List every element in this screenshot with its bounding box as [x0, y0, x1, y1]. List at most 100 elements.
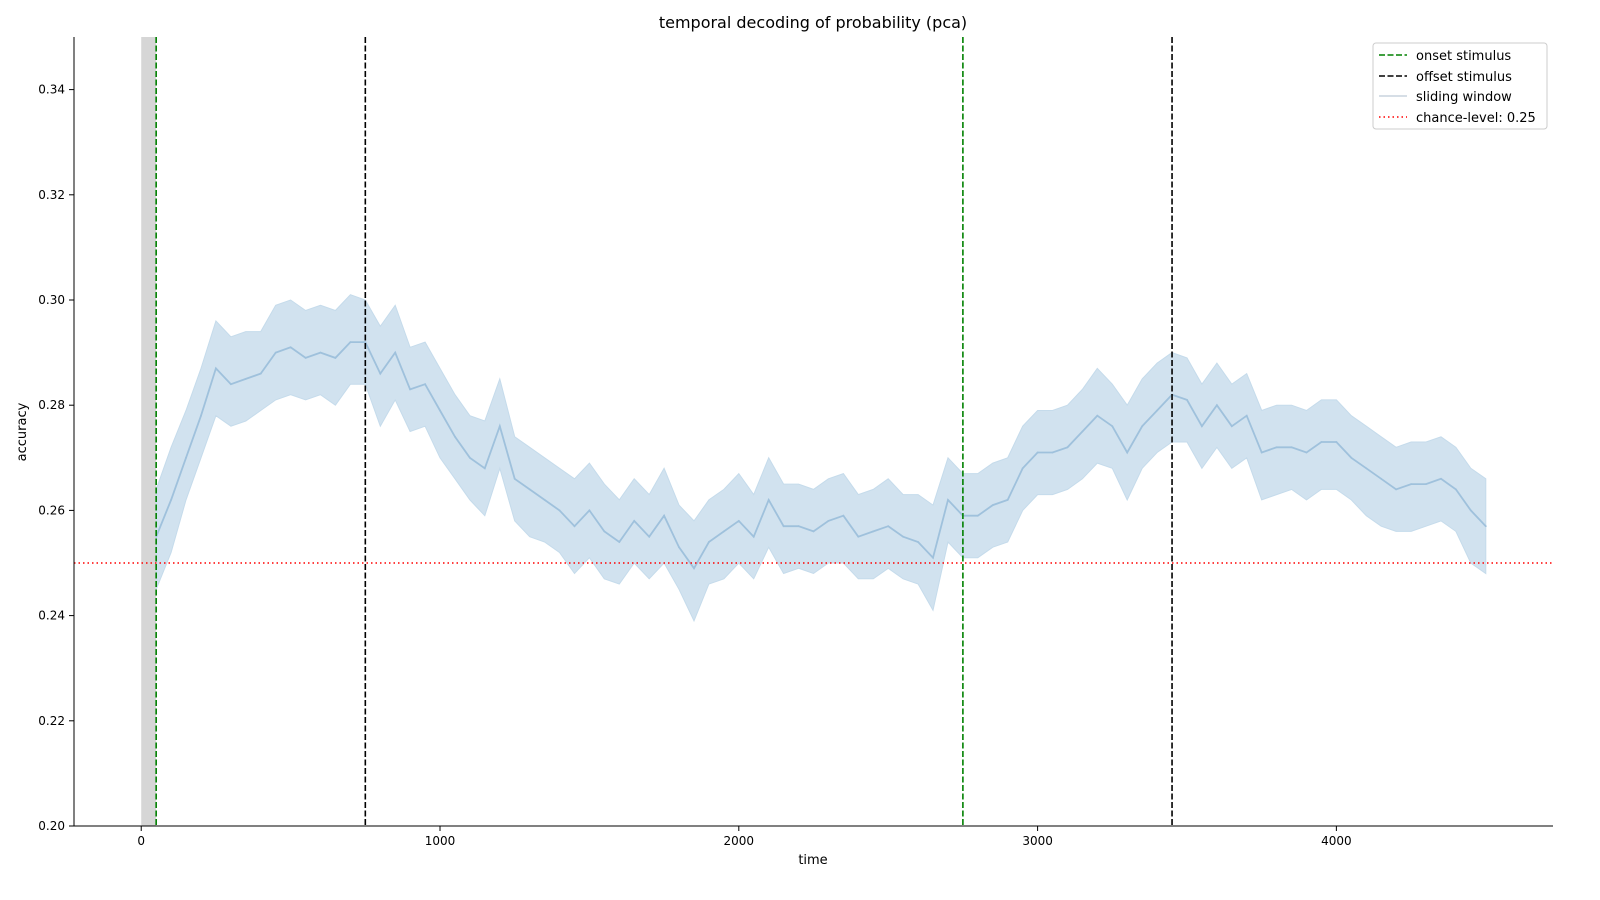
series-point	[528, 488, 531, 491]
series-point	[334, 357, 337, 359]
series-point	[1335, 441, 1338, 443]
series-point	[1186, 399, 1188, 401]
series-point	[259, 372, 262, 375]
series-point	[1141, 425, 1144, 428]
x-axis-ticks: 0 1000 2000 3000 4000	[137, 826, 1352, 848]
series-point	[947, 499, 949, 501]
series-point	[1484, 525, 1487, 528]
series-point	[1260, 451, 1263, 454]
y-tick-label: 0.24	[38, 609, 65, 623]
legend: onset stimulus offset stimulus sliding w…	[1372, 42, 1548, 130]
series-point	[588, 509, 591, 512]
series-point	[244, 378, 247, 380]
series-point	[513, 477, 516, 480]
series-point	[469, 456, 471, 459]
series-point	[842, 514, 845, 517]
series-point	[767, 499, 770, 501]
series-point	[1201, 425, 1203, 428]
legend-box	[1372, 42, 1548, 130]
series-point	[439, 409, 441, 412]
series-point	[872, 530, 875, 533]
series-point	[708, 541, 710, 543]
series-point	[409, 388, 411, 391]
series-point	[812, 530, 815, 533]
series-point	[723, 530, 725, 533]
series-point	[1425, 483, 1427, 485]
series-point	[155, 535, 158, 538]
series-point	[1111, 425, 1114, 428]
series-point	[1440, 477, 1442, 480]
series-point	[379, 372, 382, 375]
series-point	[976, 514, 979, 517]
series-point	[1081, 430, 1084, 433]
y-tick-label: 0.34	[38, 83, 65, 97]
x-tick-label: 1000	[425, 834, 456, 848]
series-point	[797, 525, 800, 528]
series-point	[349, 341, 352, 343]
series-point	[827, 520, 830, 522]
confidence-band-0	[155, 294, 1487, 623]
series-point	[1365, 467, 1368, 470]
x-tick-label: 4000	[1321, 834, 1352, 848]
series-point	[857, 535, 860, 538]
series-point	[319, 351, 322, 354]
series-point	[648, 535, 651, 538]
series-point	[185, 456, 187, 459]
series-point	[1021, 467, 1024, 470]
series-point	[991, 504, 994, 506]
series-point	[1230, 425, 1233, 428]
series-point	[1126, 451, 1129, 454]
series-point	[1216, 404, 1218, 407]
series-point	[1245, 414, 1248, 417]
series-point	[1410, 483, 1412, 485]
series-point	[603, 530, 606, 533]
baseline-window	[141, 37, 157, 826]
x-tick-label: 3000	[1022, 834, 1053, 848]
y-axis-ticks: 0.20 0.22 0.24 0.26 0.28 0.30 0.32 0.34	[38, 83, 74, 833]
series-point	[1290, 446, 1293, 449]
series-point	[200, 414, 202, 417]
y-tick-label: 0.22	[38, 714, 65, 728]
series-point	[230, 383, 232, 386]
legend-label-onset: onset stimulus	[1416, 49, 1511, 64]
series-point	[887, 525, 890, 528]
series-point	[902, 535, 904, 538]
series-point	[1469, 509, 1472, 512]
series-point	[1305, 451, 1308, 454]
series-point	[1350, 456, 1353, 459]
series-point	[424, 383, 426, 386]
series-point	[618, 541, 621, 543]
series-point	[1320, 441, 1323, 443]
legend-label-sliding-window: sliding window	[1416, 90, 1512, 105]
series-point	[1156, 409, 1158, 412]
series-point	[932, 556, 934, 559]
y-tick-label: 0.28	[38, 398, 65, 412]
chart-title: temporal decoding of probability (pca)	[659, 13, 967, 32]
series-point	[633, 520, 636, 522]
series-point	[1455, 488, 1457, 491]
legend-label-offset: offset stimulus	[1416, 70, 1512, 85]
series-point	[663, 514, 665, 517]
x-axis-label: time	[798, 853, 827, 868]
series-point	[1066, 446, 1069, 449]
series-point	[454, 435, 456, 438]
series-point	[678, 546, 680, 549]
y-tick-label: 0.20	[38, 819, 65, 833]
y-axis-label: accuracy	[15, 402, 30, 461]
series-point	[304, 357, 307, 359]
series-line-0	[155, 341, 1487, 570]
series-point	[1275, 446, 1278, 449]
series-point	[1036, 451, 1039, 454]
series-point	[394, 351, 397, 354]
series-point	[782, 525, 785, 528]
series-point	[364, 341, 367, 343]
series-point	[543, 499, 546, 501]
series-point	[289, 346, 292, 349]
series-point	[573, 525, 576, 528]
y-tick-label: 0.30	[38, 293, 65, 307]
series-point	[1006, 499, 1009, 501]
series-point	[170, 499, 173, 501]
x-tick-label: 2000	[724, 834, 755, 848]
y-tick-label: 0.26	[38, 503, 65, 517]
